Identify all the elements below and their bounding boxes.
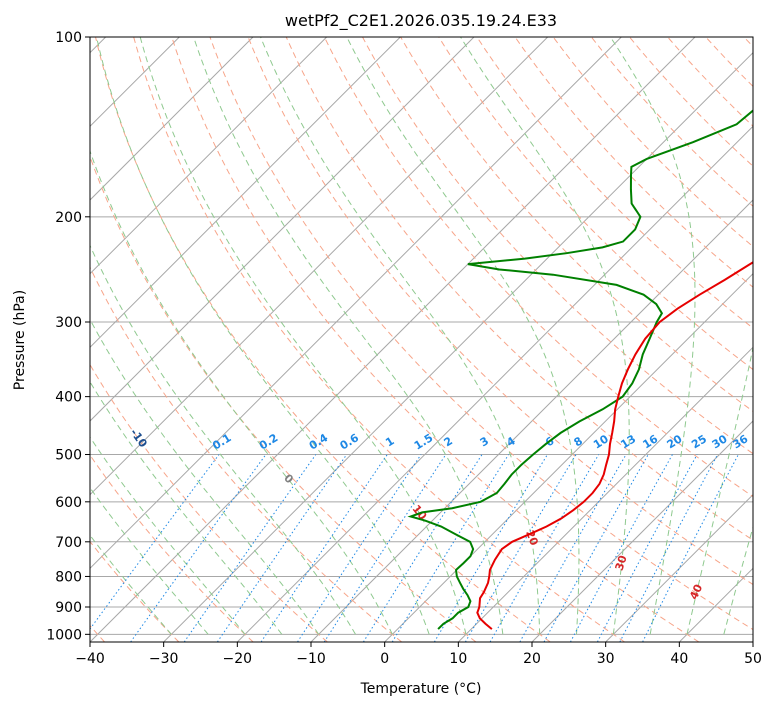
dry-adiabat-line	[514, 37, 753, 288]
dry-adiabat-line	[285, 37, 753, 541]
y-tick-label: 1000	[46, 627, 82, 643]
mixing-ratio-lines	[90, 454, 739, 642]
y-tick-label: 500	[55, 448, 82, 464]
mixing-ratio-line	[433, 454, 548, 642]
x-tick-label: −20	[223, 651, 253, 667]
isotherm-line	[531, 420, 753, 642]
isopleth-label: 40	[687, 582, 705, 602]
x-tick-label: −30	[149, 651, 179, 667]
y-tick-label: 100	[55, 30, 82, 46]
isotherm-line	[90, 37, 254, 201]
mixing-ratio-line	[569, 454, 673, 642]
moist-adiabat-line	[609, 37, 696, 635]
moist-adiabat-line	[90, 244, 356, 635]
dry-adiabat-line	[90, 155, 477, 642]
y-tick-label: 400	[55, 390, 82, 406]
moist-adiabat-line	[90, 486, 209, 635]
y-tick-label: 600	[55, 495, 82, 511]
moist-adiabat-line	[139, 37, 467, 635]
plot-background	[90, 37, 753, 642]
moist-adiabat-line	[90, 534, 172, 635]
dry-adiabat-line	[90, 454, 254, 642]
x-axis-title: Temperature (°C)	[360, 681, 482, 697]
moist-adiabat-line	[260, 37, 541, 635]
isotherm-line	[457, 346, 753, 642]
dry-adiabat-line	[90, 266, 403, 642]
mixing-ratio-line	[130, 454, 267, 642]
isotherm-line	[310, 199, 753, 642]
y-tick-label: 300	[55, 315, 82, 331]
isotherm-line	[90, 37, 328, 275]
pressure-gridlines	[90, 37, 753, 635]
chart-title: wetPf2_C2E1.2026.035.19.24.E33	[285, 11, 557, 31]
dry-adiabat-line	[362, 37, 753, 455]
isotherm-line	[90, 37, 549, 496]
dry-adiabat-line	[209, 37, 753, 631]
mixing-ratio-line	[297, 454, 422, 642]
isotherm-line	[90, 37, 475, 422]
moist-adiabat-line	[90, 318, 320, 635]
moist-adiabat-line	[460, 37, 630, 635]
x-tick-label: 10	[449, 651, 467, 667]
x-tick-label: −40	[75, 651, 105, 667]
x-tick-label: 30	[597, 651, 615, 667]
dry-adiabat-line	[90, 363, 328, 642]
x-tick-label: −10	[296, 651, 326, 667]
isotherm-line	[90, 37, 401, 349]
moist-adiabat-line	[90, 380, 283, 635]
mixing-ratio-line	[596, 454, 698, 642]
x-tick-label: 40	[670, 651, 688, 667]
mixing-ratio-line	[90, 454, 220, 630]
moist-adiabat-line	[723, 525, 753, 635]
isotherm-line	[236, 125, 753, 642]
isotherm-line	[384, 272, 753, 642]
isotherm-line	[90, 37, 696, 642]
mixing-ratio-line	[464, 454, 577, 642]
mixing-ratio-line	[323, 454, 447, 642]
dry-adiabat-line	[323, 37, 753, 498]
dry-adiabat-line	[438, 37, 753, 371]
moist-adiabat-line	[96, 37, 430, 635]
x-tick-label: 20	[523, 651, 541, 667]
plot-frame	[89, 36, 754, 643]
y-axis: 100 200 300 400 500 600 700 800 900 1000	[46, 30, 90, 643]
dry-adiabat-line	[171, 37, 700, 642]
y-tick-label: 800	[55, 569, 82, 585]
isotherm-line	[163, 51, 753, 642]
mixing-ratio-line	[216, 454, 348, 642]
mixing-ratio-line	[260, 454, 388, 642]
isotherm-line	[605, 493, 753, 642]
moist-adiabat-line	[193, 37, 504, 635]
y-tick-label: 700	[55, 535, 82, 551]
mixing-ratio-line	[519, 454, 627, 642]
mixing-ratio-line	[489, 454, 600, 642]
x-tick-label: 50	[744, 651, 762, 667]
mixing-ratio-line	[183, 454, 317, 642]
dry-adiabat-line	[400, 37, 753, 412]
dry-adiabat-line	[133, 37, 625, 642]
dry-adiabat-line	[247, 37, 753, 586]
plot-area: -100-90-80-70-60-50-40-30-20-10010203040…	[90, 37, 753, 642]
moist-adiabat-line	[346, 37, 580, 635]
y-tick-label: 900	[55, 600, 82, 616]
x-tick-label: 0	[380, 651, 389, 667]
x-axis: −40 −30 −20 −10 0 10 20 30 40 50	[75, 642, 762, 667]
y-tick-label: 200	[55, 210, 82, 226]
isotherms	[90, 37, 753, 642]
dry-adiabat-line	[95, 37, 551, 642]
dry-adiabats	[90, 37, 753, 642]
y-axis-title: Pressure (hPa)	[12, 290, 28, 390]
moist-adiabat-line	[686, 345, 753, 635]
dewpoint-series-line	[407, 109, 753, 630]
moist-adiabat-line	[90, 436, 246, 635]
isotherm-line	[90, 37, 622, 570]
isopleth-label: 30	[613, 553, 630, 572]
isopleth-label: 20	[523, 528, 541, 547]
temperature-series-line	[476, 261, 753, 630]
moist-adiabats	[90, 37, 753, 635]
dry-adiabat-line	[476, 37, 753, 329]
